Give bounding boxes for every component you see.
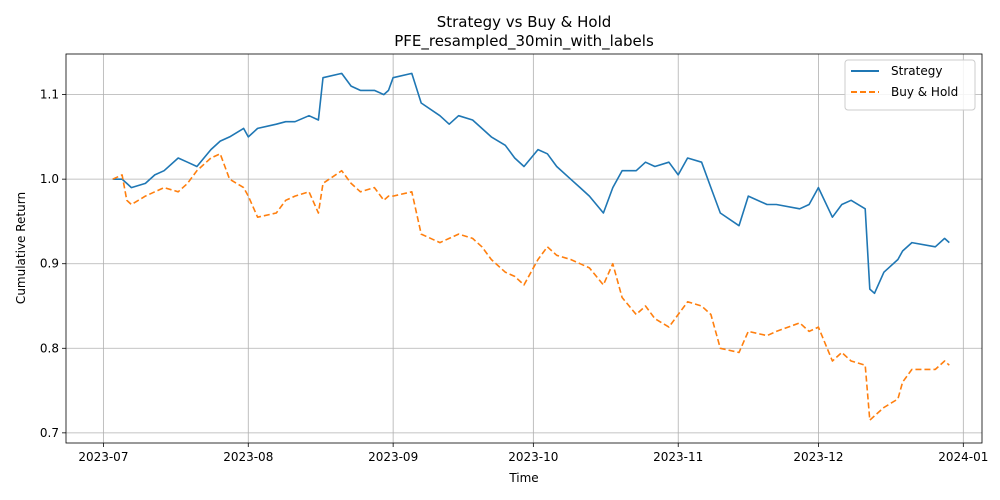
series-line-buy-hold xyxy=(112,153,950,422)
legend-label-buy-hold: Buy & Hold xyxy=(891,85,958,99)
chart-title: Strategy vs Buy & Hold xyxy=(437,13,612,31)
x-tick-label: 2023-11 xyxy=(653,450,703,464)
x-tick-label: 2023-09 xyxy=(368,450,418,464)
y-tick-label: 0.9 xyxy=(40,257,59,271)
x-tick-label: 2023-10 xyxy=(508,450,558,464)
x-tick-label: 2024-01 xyxy=(938,450,988,464)
y-tick-label: 0.8 xyxy=(40,341,59,355)
grid xyxy=(66,54,982,443)
x-tick-label: 2023-12 xyxy=(793,450,843,464)
series-lines xyxy=(112,72,950,422)
plot-area-frame xyxy=(65,53,983,444)
x-tick-label: 2023-08 xyxy=(223,450,273,464)
y-axis-label: Cumulative Return xyxy=(14,192,28,304)
legend: Strategy Buy & Hold xyxy=(844,59,976,111)
x-axis-ticks: 2023-07 2023-08 2023-09 2023-10 2023-11 2023-… xyxy=(78,443,988,464)
legend-box xyxy=(844,59,976,111)
legend-label-strategy: Strategy xyxy=(891,64,942,78)
y-tick-label: 0.7 xyxy=(40,426,59,440)
x-axis-label: Time xyxy=(508,471,538,485)
y-axis-ticks: 0.7 0.8 0.9 1.0 1.1 xyxy=(40,88,66,440)
chart-subtitle: PFE_resampled_30min_with_labels xyxy=(394,32,654,51)
y-tick-label: 1.0 xyxy=(40,172,59,186)
x-tick-label: 2023-07 xyxy=(78,450,128,464)
series-line-strategy xyxy=(112,72,950,295)
y-tick-label: 1.1 xyxy=(40,88,59,102)
